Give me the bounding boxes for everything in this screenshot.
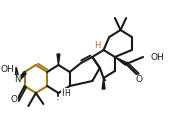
Polygon shape [57,54,60,65]
Polygon shape [115,57,127,65]
Text: Ḣ: Ḣ [64,88,70,98]
Text: O: O [10,95,17,105]
Text: N: N [14,76,20,84]
Text: OH: OH [151,53,164,62]
Text: O: O [136,76,143,84]
Text: OH: OH [1,65,14,74]
Text: H: H [94,41,101,51]
Polygon shape [102,78,105,89]
Text: Ḣ: Ḣ [61,89,68,98]
